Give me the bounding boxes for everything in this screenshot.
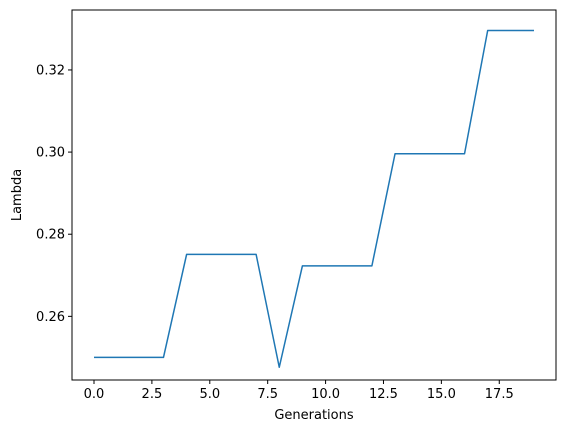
series-line-0 [94,29,534,369]
x-tick-label: 0.0 [84,387,105,402]
y-tick-label: 0.28 [36,228,65,243]
y-tick-label: 0.30 [36,146,65,161]
x-tick-label: 17.5 [485,387,514,402]
data-layer [94,29,534,369]
x-tick-label: 15.0 [427,387,456,402]
x-tick-label: 7.5 [257,387,278,402]
x-tick-label: 2.5 [142,387,163,402]
y-tick-label: 0.32 [36,63,65,78]
axis-layer: 0.0 2.5 5.0 7.5 10.0 12.5 15.0 17.5 0.26 0.28 0.30… [36,63,514,402]
x-tick-label: 12.5 [369,387,398,402]
y-tick-label: 0.26 [36,310,65,325]
plot-background [72,10,556,380]
x-tick-label: 5.0 [199,387,220,402]
y-axis-label: Lambda [10,169,25,221]
x-tick-label: 10.0 [311,387,340,402]
x-axis-label: Generations [274,408,354,423]
plot-frame [71,9,557,381]
